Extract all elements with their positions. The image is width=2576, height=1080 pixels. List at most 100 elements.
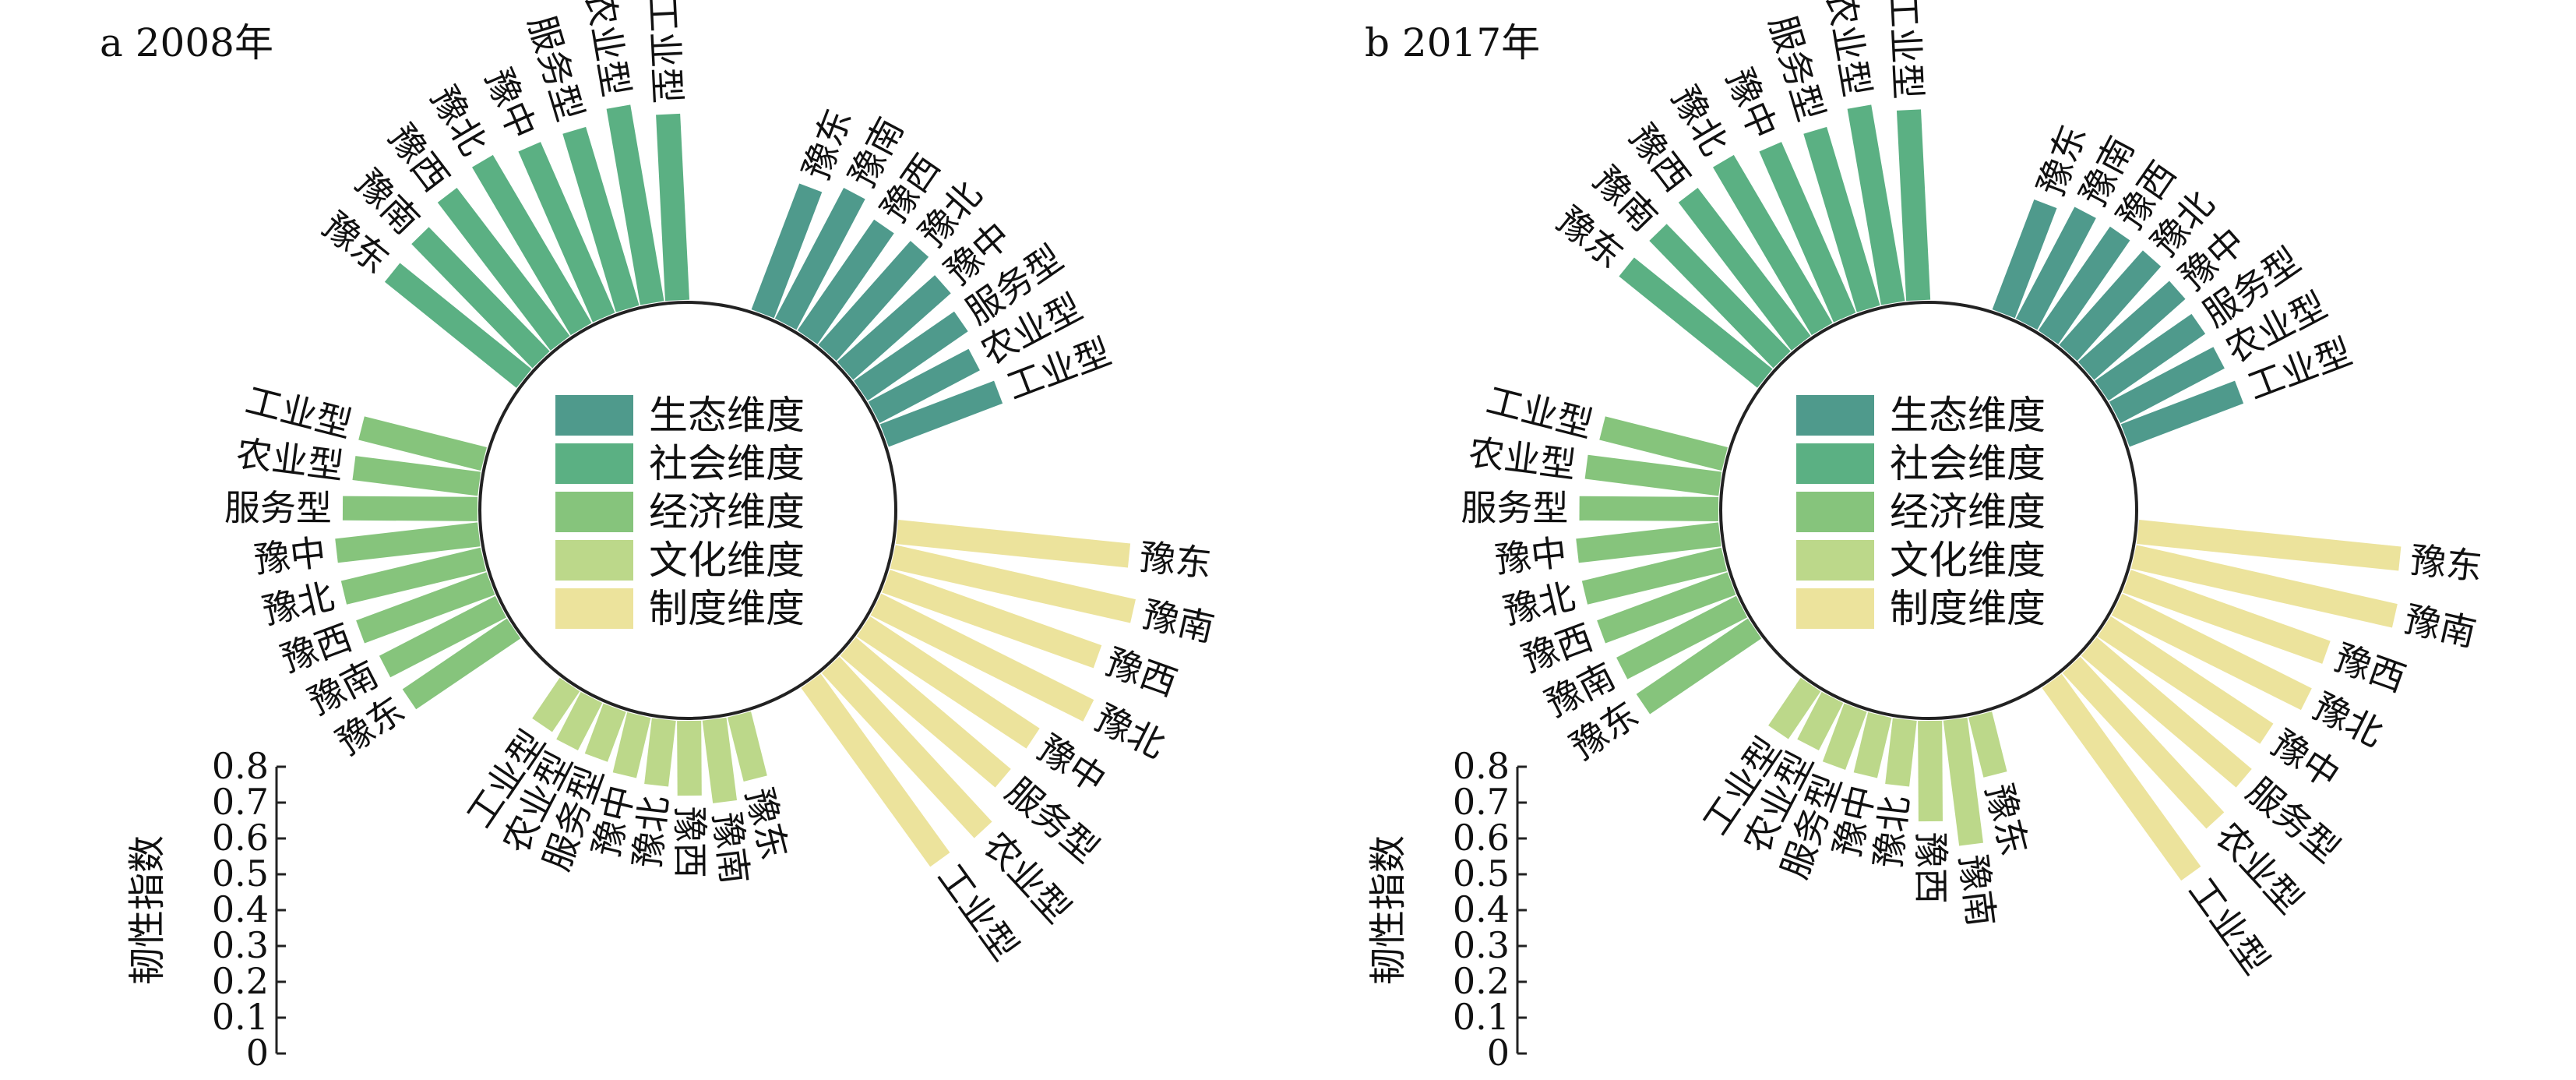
scale-tick-label: 0.4	[212, 888, 269, 930]
legend-label: 社会维度	[1890, 441, 2046, 486]
bar-制度维度-服务型	[2081, 637, 2252, 788]
bar-经济维度-豫东	[402, 618, 521, 710]
scale-tick-label: 0.1	[1453, 996, 1510, 1038]
bar-制度维度-农业型	[2062, 656, 2225, 829]
bar-社会维度-豫南	[1649, 224, 1791, 369]
bar-经济维度-豫南	[379, 595, 507, 678]
category-label: 豫西	[1101, 641, 1182, 704]
bar-文化维度-工业型	[532, 677, 580, 732]
bar-制度维度-服务型	[840, 637, 1011, 788]
bar-文化维度-豫西	[677, 720, 702, 796]
category-label: 豫东	[1978, 780, 2036, 859]
category-label: 豫南	[2401, 598, 2480, 655]
bar-生态维度-农业型	[2109, 347, 2225, 424]
category-label: 豫中	[1493, 531, 1570, 581]
bar-社会维度-农业型	[1847, 104, 1905, 305]
bar-社会维度-豫东	[384, 263, 532, 388]
bar-制度维度-豫西	[2123, 570, 2331, 664]
legend-swatch	[555, 395, 633, 436]
category-label: 豫西	[668, 806, 711, 878]
scale-tick-label: 0.3	[1453, 924, 1510, 966]
bar-生态维度-农业型	[868, 348, 980, 423]
bar-经济维度-豫西	[1597, 572, 1736, 644]
scale-tick-label: 0	[246, 1032, 269, 1074]
bar-文化维度-豫南	[1943, 717, 1983, 846]
bar-文化维度-豫北	[1885, 718, 1917, 787]
bar-社会维度-豫北	[1713, 154, 1833, 336]
bar-社会维度-工业型	[656, 113, 690, 302]
bar-社会维度-豫西	[437, 188, 570, 351]
bar-制度维度-工业型	[801, 673, 950, 867]
category-label: 豫北	[626, 794, 676, 870]
category-label: 服务型	[224, 486, 332, 529]
bar-制度维度-豫北	[870, 593, 1094, 722]
legend-label: 生态维度	[649, 393, 805, 438]
bar-生态维度-豫东	[1992, 199, 2057, 319]
legend-swatch	[1796, 443, 1874, 484]
bar-经济维度-豫北	[1581, 547, 1728, 605]
scale-tick-label: 0.2	[1453, 960, 1510, 1002]
bar-制度维度-豫东	[896, 520, 1131, 568]
bar-制度维度-豫东	[2136, 520, 2402, 571]
bar-社会维度-豫西	[1678, 188, 1811, 351]
category-label: 豫西	[2330, 637, 2412, 701]
bar-社会维度-服务型	[562, 126, 640, 312]
bar-文化维度-豫中	[1853, 711, 1892, 778]
category-label: 豫南	[1952, 852, 2003, 929]
category-label: 服务型	[1461, 486, 1568, 529]
bar-制度维度-工业型	[2042, 673, 2201, 881]
bar-制度维度-豫北	[2111, 593, 2312, 711]
legend-label: 文化维度	[1890, 538, 2046, 583]
bar-文化维度-农业型	[1797, 691, 1844, 751]
scale-tick-label: 0.8	[212, 745, 269, 787]
scale-tick-label: 0.1	[212, 996, 269, 1038]
scale-tick-label: 0.8	[1453, 745, 1510, 787]
bar-生态维度-豫北	[818, 241, 929, 362]
legend-swatch	[555, 540, 633, 581]
bar-文化维度-豫北	[644, 718, 676, 787]
bar-制度维度-豫南	[2130, 545, 2398, 628]
legend-swatch	[1796, 395, 1874, 436]
panel-2008: a 2008年豫东豫南豫西豫北豫中服务型农业型工业型豫东豫南豫西豫北豫中服务型农…	[100, 0, 1218, 1074]
bar-经济维度-农业型	[1584, 454, 1722, 496]
bar-文化维度-豫中	[612, 711, 651, 778]
category-label: 豫南	[706, 810, 756, 886]
legend-label: 社会维度	[649, 441, 805, 486]
bar-社会维度-豫中	[1759, 142, 1856, 323]
category-label: 工业型	[1882, 0, 1929, 101]
legend-label: 制度维度	[649, 586, 805, 631]
legend-label: 经济维度	[649, 489, 805, 535]
panel-2017: b 2017年豫东豫南豫西豫北豫中服务型农业型工业型豫东豫南豫西豫北豫中服务型农…	[1365, 0, 2484, 1074]
legend-swatch	[1796, 492, 1874, 532]
bar-生态维度-工业型	[879, 380, 1003, 447]
category-label: 豫东	[2409, 539, 2484, 588]
bar-社会维度-农业型	[606, 104, 664, 305]
bar-文化维度-豫东	[1968, 711, 2007, 778]
bar-文化维度-豫东	[727, 711, 767, 782]
category-label: 豫南	[1139, 593, 1218, 650]
scale-tick-label: 0.5	[1453, 852, 1510, 895]
bar-生态维度-服务型	[854, 311, 968, 401]
bar-生态维度-豫南	[2015, 206, 2096, 330]
bar-制度维度-豫中	[856, 616, 1040, 749]
bar-社会维度-豫中	[518, 142, 615, 323]
scale-tick-label: 0.5	[212, 852, 269, 895]
category-label: 豫西	[1910, 832, 1953, 904]
bar-生态维度-豫北	[2059, 250, 2162, 362]
bar-经济维度-工业型	[1599, 416, 1728, 471]
bar-生态维度-服务型	[2095, 313, 2206, 401]
bar-社会维度-工业型	[1896, 109, 1931, 302]
bar-生态维度-豫南	[774, 188, 865, 330]
bar-制度维度-豫南	[890, 545, 1136, 623]
bar-生态维度-豫中	[837, 275, 951, 380]
scale-tick-label: 0.6	[212, 817, 269, 859]
bar-经济维度-豫中	[335, 522, 481, 563]
bar-文化维度-工业型	[1768, 677, 1821, 739]
legend-label: 制度维度	[1890, 586, 2046, 631]
bar-经济维度-农业型	[352, 456, 481, 496]
legend-swatch	[1796, 588, 1874, 629]
bar-生态维度-豫东	[751, 183, 823, 319]
legend-swatch	[555, 492, 633, 532]
bar-社会维度-豫北	[472, 154, 592, 336]
bar-制度维度-农业型	[821, 656, 992, 838]
